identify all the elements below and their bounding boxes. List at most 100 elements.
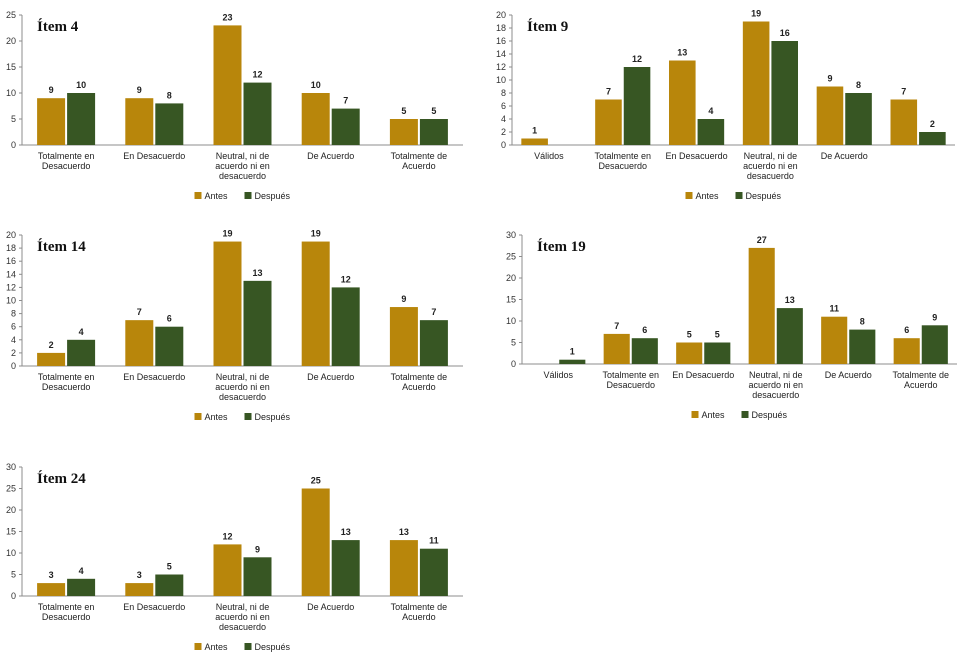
chart-item-4: 0 5 10 15 20 25 30 3 4 Totalmente en Desacuerdo 3 5 E… xyxy=(6,462,463,652)
data-label: 7 xyxy=(606,87,611,97)
y-tick-label: 25 xyxy=(6,10,16,20)
category-label: De Acuerdo xyxy=(307,602,354,612)
category-label: Totalmente en Desacuerdo xyxy=(38,151,95,171)
y-tick-label: 12 xyxy=(6,282,16,292)
category-label: Válidos xyxy=(543,370,573,380)
category-label: Totalmente de Acuerdo xyxy=(391,602,448,622)
y-tick-label: 10 xyxy=(506,316,516,326)
data-label: 19 xyxy=(222,229,232,239)
data-label: 8 xyxy=(167,90,172,100)
legend-label: Antes xyxy=(696,191,720,201)
bar-antes xyxy=(742,21,770,145)
y-tick-label: 10 xyxy=(496,75,506,85)
data-label: 3 xyxy=(49,570,54,580)
category-label: Totalmente de Acuerdo xyxy=(391,151,448,171)
legend-swatch-despues xyxy=(741,411,749,418)
y-tick-label: 20 xyxy=(6,505,16,515)
bar-antes xyxy=(821,316,848,364)
bar-despues xyxy=(631,338,658,364)
legend-label: Antes xyxy=(702,410,726,420)
bar-despues xyxy=(771,41,798,145)
bar-despues xyxy=(704,342,731,364)
y-tick-label: 10 xyxy=(6,88,16,98)
chart-item-3: 0 5 10 15 20 25 30 1 Válidos 7 6 Totalmente en Desac… xyxy=(506,230,957,420)
bar-antes xyxy=(301,488,330,596)
bar-antes xyxy=(125,98,154,145)
y-tick-label: 0 xyxy=(11,361,16,371)
category-label: En Desacuerdo xyxy=(666,151,728,161)
bar-antes xyxy=(748,247,775,364)
category-label: De Acuerdo xyxy=(307,372,354,382)
data-label: 7 xyxy=(343,96,348,106)
chart-item-0: 0 5 10 15 20 25 9 10 Totalmente en Desacuerdo 9 8 En… xyxy=(6,10,463,201)
y-tick-label: 2 xyxy=(501,127,506,137)
data-label: 7 xyxy=(901,87,906,97)
bar-despues xyxy=(331,108,360,145)
bar-antes xyxy=(125,583,154,596)
chart-title: Ítem 4 xyxy=(37,18,79,35)
legend-swatch-antes xyxy=(685,192,693,199)
category-label: De Acuerdo xyxy=(825,370,872,380)
category-label: De Acuerdo xyxy=(307,151,354,161)
bar-despues xyxy=(67,339,96,366)
y-tick-label: 15 xyxy=(506,295,516,305)
data-label: 4 xyxy=(79,566,84,576)
data-label: 8 xyxy=(856,80,861,90)
bar-antes xyxy=(301,93,330,145)
y-tick-label: 8 xyxy=(501,88,506,98)
bar-despues xyxy=(67,578,96,596)
data-label: 19 xyxy=(751,9,761,19)
data-label: 2 xyxy=(930,119,935,129)
y-tick-label: 18 xyxy=(6,243,16,253)
y-tick-label: 18 xyxy=(496,23,506,33)
category-label: Neutral, ni de acuerdo ni en desacuerdo xyxy=(215,372,270,402)
y-tick-label: 4 xyxy=(11,335,16,345)
chart-item-1: 0 2 4 6 8 10 12 14 16 18 20 1 Válidos 7 12 Totalmente e… xyxy=(496,9,955,201)
y-tick-label: 6 xyxy=(11,322,16,332)
data-label: 4 xyxy=(708,106,713,116)
data-label: 5 xyxy=(431,106,436,116)
y-tick-label: 12 xyxy=(496,62,506,72)
category-label: Neutral, ni de acuerdo ni en desacuerdo xyxy=(748,370,803,400)
data-label: 11 xyxy=(429,536,439,546)
bar-antes xyxy=(595,99,622,145)
legend-label: Antes xyxy=(205,191,229,201)
data-label: 13 xyxy=(341,527,351,537)
bar-antes xyxy=(603,333,630,364)
data-label: 5 xyxy=(167,562,172,572)
y-tick-label: 30 xyxy=(6,462,16,472)
bar-antes xyxy=(125,320,154,366)
data-label: 25 xyxy=(311,476,321,486)
data-label: 12 xyxy=(222,531,232,541)
bar-despues xyxy=(419,119,448,145)
chart-title: Ítem 19 xyxy=(537,238,586,255)
legend-swatch-antes xyxy=(691,411,699,418)
y-tick-label: 25 xyxy=(506,252,516,262)
bar-despues xyxy=(776,308,803,364)
bar-antes xyxy=(37,583,66,596)
bar-despues xyxy=(155,103,184,145)
legend-swatch-despues xyxy=(244,643,252,650)
bar-antes xyxy=(676,342,703,364)
legend-label: Después xyxy=(746,191,782,201)
category-label: Totalmente de Acuerdo xyxy=(391,372,448,392)
data-label: 13 xyxy=(252,268,262,278)
bar-antes xyxy=(389,540,418,596)
data-label: 6 xyxy=(904,325,909,335)
bar-antes xyxy=(37,352,66,366)
y-tick-label: 20 xyxy=(496,10,506,20)
bar-despues xyxy=(331,540,360,596)
bar-despues xyxy=(419,320,448,366)
data-label: 3 xyxy=(137,570,142,580)
legend-label: Después xyxy=(255,412,291,422)
data-label: 10 xyxy=(76,80,86,90)
bar-antes xyxy=(301,241,330,366)
legend-swatch-antes xyxy=(194,192,202,199)
data-label: 5 xyxy=(715,330,720,340)
legend-label: Después xyxy=(752,410,788,420)
data-label: 4 xyxy=(79,327,84,337)
data-label: 19 xyxy=(311,229,321,239)
legend-label: Antes xyxy=(205,412,229,422)
